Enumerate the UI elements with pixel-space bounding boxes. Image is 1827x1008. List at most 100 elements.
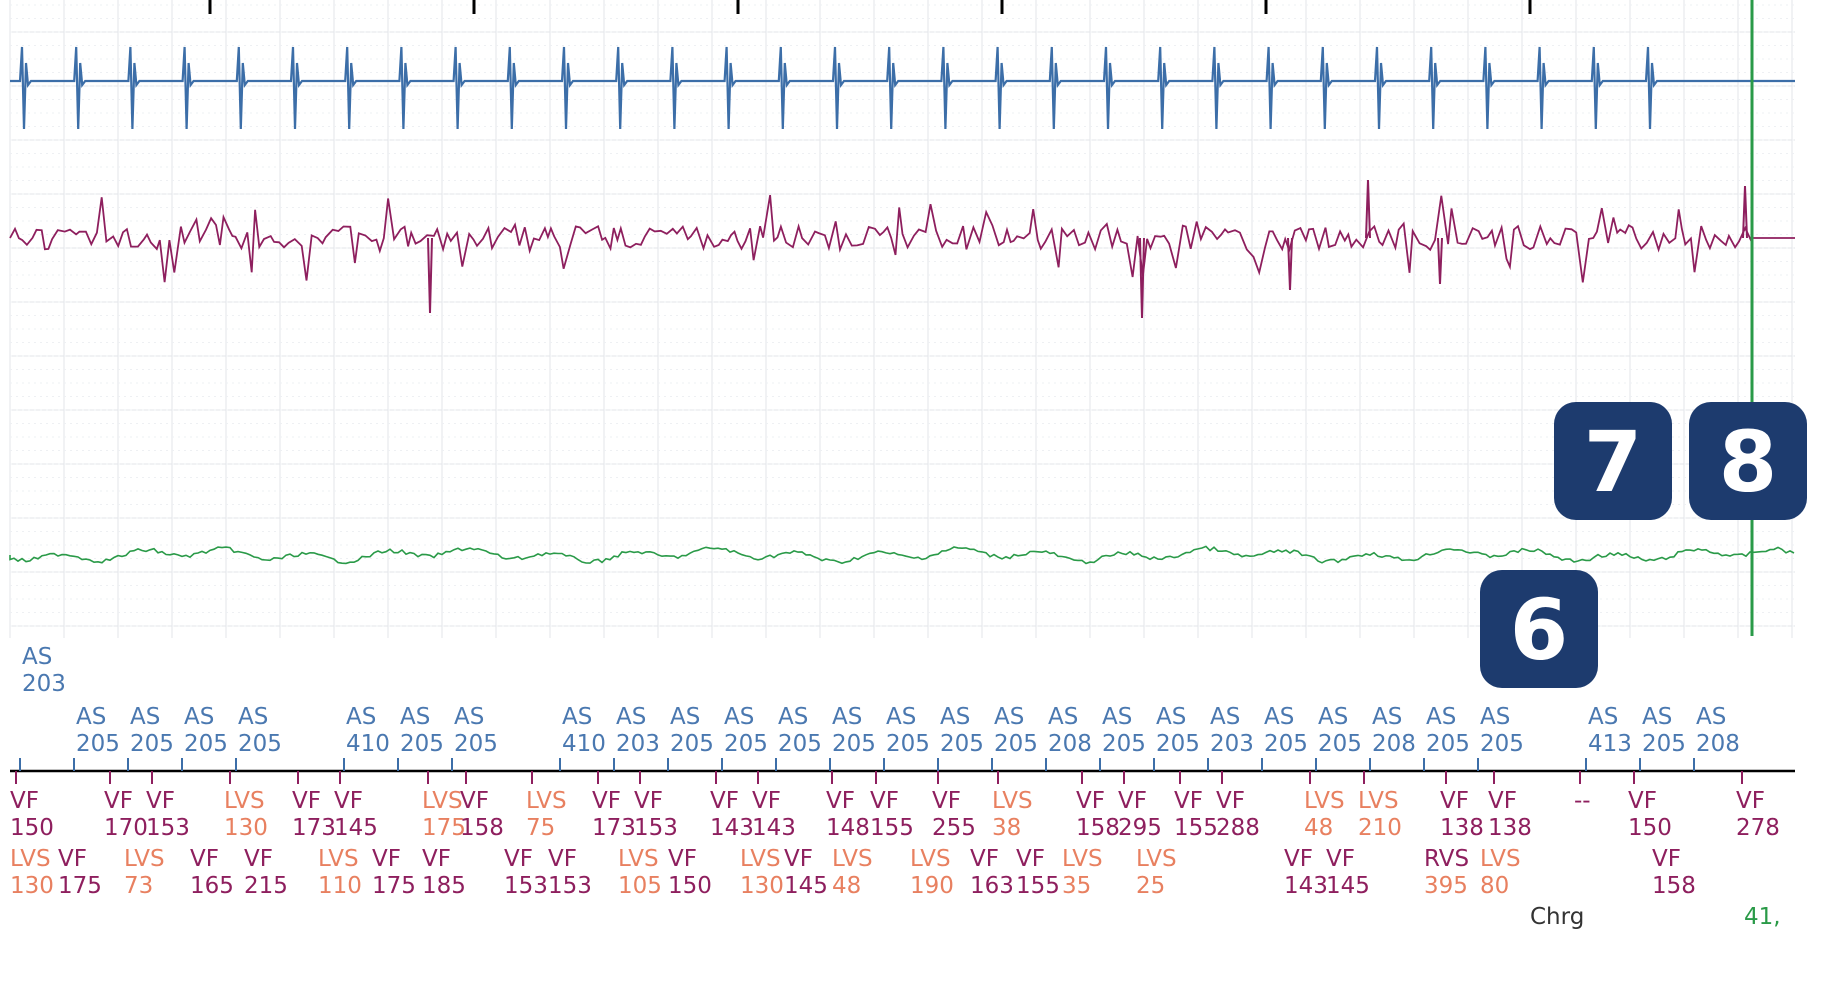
- ventricular-marker-code: LVS: [318, 846, 359, 872]
- ventricular-marker-value: 278: [1736, 815, 1780, 841]
- ventricular-marker-code: LVS: [422, 788, 463, 814]
- ventricular-marker-value: 130: [10, 873, 54, 899]
- atrial-marker-code: AS: [778, 704, 808, 730]
- ventricular-marker-code: LVS: [124, 846, 165, 872]
- ventricular-marker-value: 150: [668, 873, 712, 899]
- ventricular-marker-code: VF: [634, 788, 663, 814]
- atrial-marker-code: AS: [1048, 704, 1078, 730]
- ventricular-egm-spike: [427, 237, 433, 314]
- charge-value: 41,: [1744, 904, 1781, 930]
- ventricular-marker-code: VF: [1216, 788, 1245, 814]
- ventricular-marker-code: VF: [460, 788, 489, 814]
- marker-labels: AS203AS205AS205AS205AS205AS410AS205AS205…: [10, 644, 1781, 930]
- ventricular-marker-value: 295: [1118, 815, 1162, 841]
- ventricular-marker-code: VF: [244, 846, 273, 872]
- ventricular-marker-value: 138: [1488, 815, 1532, 841]
- annotation-badge-7: 7: [1554, 402, 1672, 520]
- ventricular-marker-value: 165: [190, 873, 234, 899]
- atrial-marker-code: AS: [616, 704, 646, 730]
- ventricular-marker-code: VF: [1652, 846, 1681, 872]
- ventricular-marker-code: VF: [1736, 788, 1765, 814]
- ventricular-marker-code: VF: [752, 788, 781, 814]
- ventricular-marker-code: VF: [1016, 846, 1045, 872]
- ventricular-marker-value: 158: [1076, 815, 1120, 841]
- atrial-marker-code: AS: [1426, 704, 1456, 730]
- atrial-marker-code: AS: [940, 704, 970, 730]
- ventricular-marker-value: 155: [1174, 815, 1218, 841]
- shock-egm-trace: [9, 545, 1795, 565]
- ventricular-egm-trace: [9, 194, 1795, 283]
- atrial-marker-value: 410: [562, 731, 606, 757]
- ventricular-marker-value: 145: [784, 873, 828, 899]
- atrial-marker-value: 208: [1048, 731, 1092, 757]
- ventricular-marker-code: VF: [190, 846, 219, 872]
- ventricular-marker-code: LVS: [10, 846, 51, 872]
- atrial-marker-value: 205: [130, 731, 174, 757]
- annotation-badge-8: 8: [1689, 402, 1807, 520]
- ventricular-marker-code: VF: [932, 788, 961, 814]
- atrial-marker-value: 203: [1210, 731, 1254, 757]
- ventricular-marker-code: VF: [970, 846, 999, 872]
- egm-traces: [9, 0, 1795, 636]
- atrial-marker-value: 205: [1642, 731, 1686, 757]
- atrial-marker-code: AS: [454, 704, 484, 730]
- atrial-marker-value: 205: [1480, 731, 1524, 757]
- atrial-marker-value: 203: [616, 731, 660, 757]
- ventricular-marker-code: VF: [710, 788, 739, 814]
- atrial-marker-code: AS: [1318, 704, 1348, 730]
- ventricular-marker-code: LVS: [992, 788, 1033, 814]
- atrial-marker-value: 205: [1156, 731, 1200, 757]
- ventricular-marker-code: VF: [372, 846, 401, 872]
- atrial-marker-code: AS: [724, 704, 754, 730]
- ventricular-marker-value: 75: [526, 815, 555, 841]
- ventricular-marker-value: 48: [832, 873, 861, 899]
- ventricular-marker-code: VF: [784, 846, 813, 872]
- ventricular-marker-code: LVS: [1062, 846, 1103, 872]
- ventricular-marker-code: VF: [592, 788, 621, 814]
- atrial-marker-code: AS: [1264, 704, 1294, 730]
- atrial-marker-code: AS: [1210, 704, 1240, 730]
- ventricular-marker-value: 255: [932, 815, 976, 841]
- ventricular-marker-value: 288: [1216, 815, 1260, 841]
- ventricular-marker-code: LVS: [1304, 788, 1345, 814]
- ventricular-marker-code: LVS: [526, 788, 567, 814]
- ventricular-marker-value: 110: [318, 873, 362, 899]
- ventricular-marker-code: LVS: [1480, 846, 1521, 872]
- atrial-marker-value: 205: [400, 731, 444, 757]
- atrial-marker-value: 205: [670, 731, 714, 757]
- ventricular-marker-code: VF: [870, 788, 899, 814]
- ventricular-marker-code: VF: [292, 788, 321, 814]
- atrial-marker-value: 205: [184, 731, 228, 757]
- atrial-marker-value: 410: [346, 731, 390, 757]
- atrial-marker-code: AS: [238, 704, 268, 730]
- ventricular-marker-code: LVS: [910, 846, 951, 872]
- ventricular-marker-value: 150: [10, 815, 54, 841]
- atrial-marker-value: 413: [1588, 731, 1632, 757]
- ventricular-marker-code: VF: [1284, 846, 1313, 872]
- atrial-marker-value: 205: [76, 731, 120, 757]
- ventricular-marker-value: 170: [104, 815, 148, 841]
- ventricular-marker-value: 80: [1480, 873, 1509, 899]
- ventricular-marker-value: 148: [826, 815, 870, 841]
- atrial-marker-code: AS: [400, 704, 430, 730]
- atrial-marker-value: 205: [238, 731, 282, 757]
- ventricular-marker-value: 105: [618, 873, 662, 899]
- ventricular-marker-code: LVS: [1358, 788, 1399, 814]
- ventricular-egm-spike: [1287, 237, 1293, 291]
- atrial-marker-code: AS: [1156, 704, 1186, 730]
- atrial-marker-value: 205: [724, 731, 768, 757]
- ventricular-marker-code: VF: [10, 788, 39, 814]
- atrial-marker-value: 205: [832, 731, 876, 757]
- ventricular-marker-value: 130: [224, 815, 268, 841]
- ventricular-marker-code: VF: [548, 846, 577, 872]
- atrial-marker-value: 205: [1318, 731, 1362, 757]
- ventricular-marker-code: LVS: [832, 846, 873, 872]
- ventricular-marker-value: 153: [634, 815, 678, 841]
- annotation-badges: 67 8: [1480, 402, 1807, 688]
- ventricular-marker-code: VF: [668, 846, 697, 872]
- atrial-marker-value: 205: [1264, 731, 1308, 757]
- ventricular-marker-value: 73: [124, 873, 153, 899]
- ventricular-marker-code: VF: [826, 788, 855, 814]
- ventricular-marker-value: 158: [1652, 873, 1696, 899]
